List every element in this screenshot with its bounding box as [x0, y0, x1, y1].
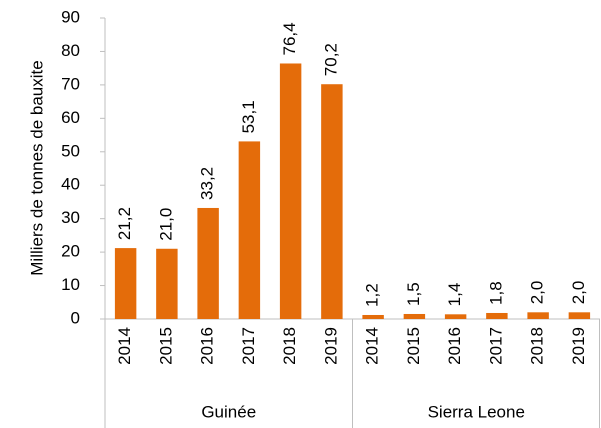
bar — [403, 313, 426, 319]
data-label: 1,5 — [404, 282, 423, 306]
y-tick-label: 60 — [61, 108, 80, 127]
data-label: 1,8 — [486, 281, 505, 305]
x-tick-label: 2016 — [445, 327, 464, 365]
bar — [444, 314, 467, 319]
data-label: 2,0 — [528, 281, 547, 305]
data-label: 21,0 — [156, 208, 175, 241]
bar — [321, 84, 343, 319]
bar — [114, 248, 137, 319]
data-label: 2,0 — [569, 281, 588, 305]
x-tick-label: 2018 — [528, 327, 547, 365]
x-tick-label: 2019 — [321, 327, 340, 365]
group-label: Sierra Leone — [428, 402, 525, 421]
y-tick-label: 20 — [61, 242, 80, 261]
data-label: 33,2 — [198, 167, 217, 200]
y-tick-label: 40 — [61, 175, 80, 194]
bar — [279, 63, 302, 320]
bar — [527, 312, 549, 319]
x-tick-label: 2014 — [363, 327, 382, 365]
y-tick-label: 10 — [61, 275, 80, 294]
data-label: 1,4 — [445, 283, 464, 307]
data-label: 76,4 — [280, 22, 299, 55]
y-tick-label: 30 — [61, 208, 80, 227]
x-tick-label: 2016 — [198, 327, 217, 365]
y-tick-label: 0 — [71, 308, 80, 327]
group-label: Guinée — [201, 402, 256, 421]
x-tick-label: 2018 — [280, 327, 299, 365]
y-tick-label: 90 — [61, 7, 80, 26]
bar — [156, 248, 178, 319]
x-tick-label: 2017 — [239, 327, 258, 365]
x-tick-label: 2015 — [404, 327, 423, 365]
bar — [197, 207, 219, 319]
data-label: 70,2 — [321, 43, 340, 76]
bar — [362, 314, 384, 319]
data-label: 53,1 — [239, 100, 258, 133]
data-label: 1,2 — [363, 283, 382, 307]
data-label: 21,2 — [115, 207, 134, 240]
bar — [486, 312, 508, 319]
y-tick-label: 80 — [61, 41, 80, 60]
y-axis-label: Milliers de tonnes de bauxite — [27, 60, 46, 275]
y-tick-label: 50 — [61, 141, 80, 160]
y-tick-label: 70 — [61, 74, 80, 93]
x-tick-label: 2019 — [569, 327, 588, 365]
bar — [238, 141, 261, 319]
x-tick-label: 2017 — [486, 327, 505, 365]
x-tick-label: 2015 — [156, 327, 175, 365]
bar — [568, 312, 591, 319]
x-tick-label: 2014 — [115, 327, 134, 365]
